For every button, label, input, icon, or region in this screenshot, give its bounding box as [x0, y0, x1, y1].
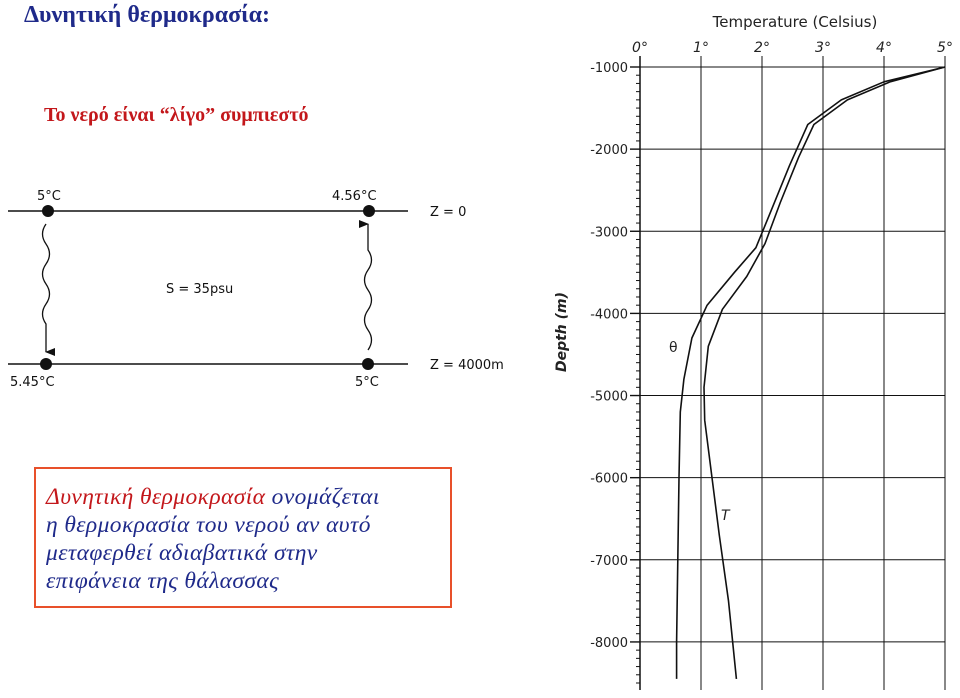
- x-tick-label: 1°: [693, 40, 709, 56]
- y-tick-label: -8000: [590, 636, 628, 651]
- bottom-left-temp: 5.45°C: [10, 375, 55, 390]
- definition-line-1-rest: ονομάζεται: [265, 484, 380, 510]
- surface-depth-label: Z = 0: [430, 205, 466, 220]
- chart-title: Temperature (Celsius): [712, 13, 878, 31]
- definition-line-4: επιφάνεια της θάλασσας: [46, 568, 280, 594]
- temperature-depth-chart: Temperature (Celsius) Depth (m) 0° 1° 2° 3°…: [554, 13, 953, 690]
- x-tick-label: 3°: [815, 40, 831, 56]
- parcel-top-left: [42, 205, 54, 217]
- parcel-bottom-left: [40, 358, 52, 370]
- definition-term: Δυνητική θερμοκρασία: [46, 484, 266, 510]
- series-label-t: T: [721, 508, 731, 524]
- x-tick-label: 4°: [876, 40, 892, 56]
- x-tick-label: 2°: [754, 40, 770, 56]
- y-tick-label: -1000: [590, 61, 628, 76]
- compressibility-subtitle: Το νερό είναι “λίγο” συμπιεστό: [44, 104, 309, 126]
- top-left-temp: 5°C: [37, 189, 61, 204]
- parcel-schematic: 5°C 4.56°C 5.45°C 5°C S = 35psu Z = 0 Z …: [8, 189, 504, 390]
- y-tick-label: -2000: [590, 143, 628, 158]
- slide-title: Δυνητική θερμοκρασία:: [24, 2, 270, 28]
- definition-line-3: μεταφερθεί αδιαβατικά στην: [46, 540, 318, 566]
- parcel-top-right: [363, 205, 375, 217]
- descent-arrow: [41, 223, 55, 356]
- salinity-label: S = 35psu: [166, 282, 233, 297]
- series-line-theta: [675, 66, 946, 679]
- deep-depth-label: Z = 4000m: [430, 358, 504, 373]
- definition-line-1: Δυνητική θερμοκρασία ονομάζεται: [46, 483, 450, 511]
- y-axis-label: Depth (m): [554, 292, 570, 372]
- y-tick-label: -7000: [590, 554, 628, 569]
- x-tick-label: 0°: [632, 40, 648, 56]
- bottom-right-temp: 5°C: [355, 375, 379, 390]
- parcel-bottom-right: [362, 358, 374, 370]
- x-tick-label: 5°: [937, 40, 953, 56]
- y-tick-label: -6000: [590, 472, 628, 487]
- y-tick-label: -4000: [590, 307, 628, 322]
- series-label-theta: θ: [669, 340, 678, 356]
- ascent-arrow: [359, 220, 373, 351]
- y-tick-label: -5000: [590, 390, 628, 405]
- series-line-t: [703, 66, 946, 679]
- definition-line-2: η θερμοκρασία του νερού αν αυτό: [46, 512, 371, 538]
- y-tick-label: -3000: [590, 225, 628, 240]
- top-right-temp: 4.56°C: [332, 189, 377, 204]
- definition-box: Δυνητική θερμοκρασία ονομάζεται η θερμοκ…: [34, 467, 452, 608]
